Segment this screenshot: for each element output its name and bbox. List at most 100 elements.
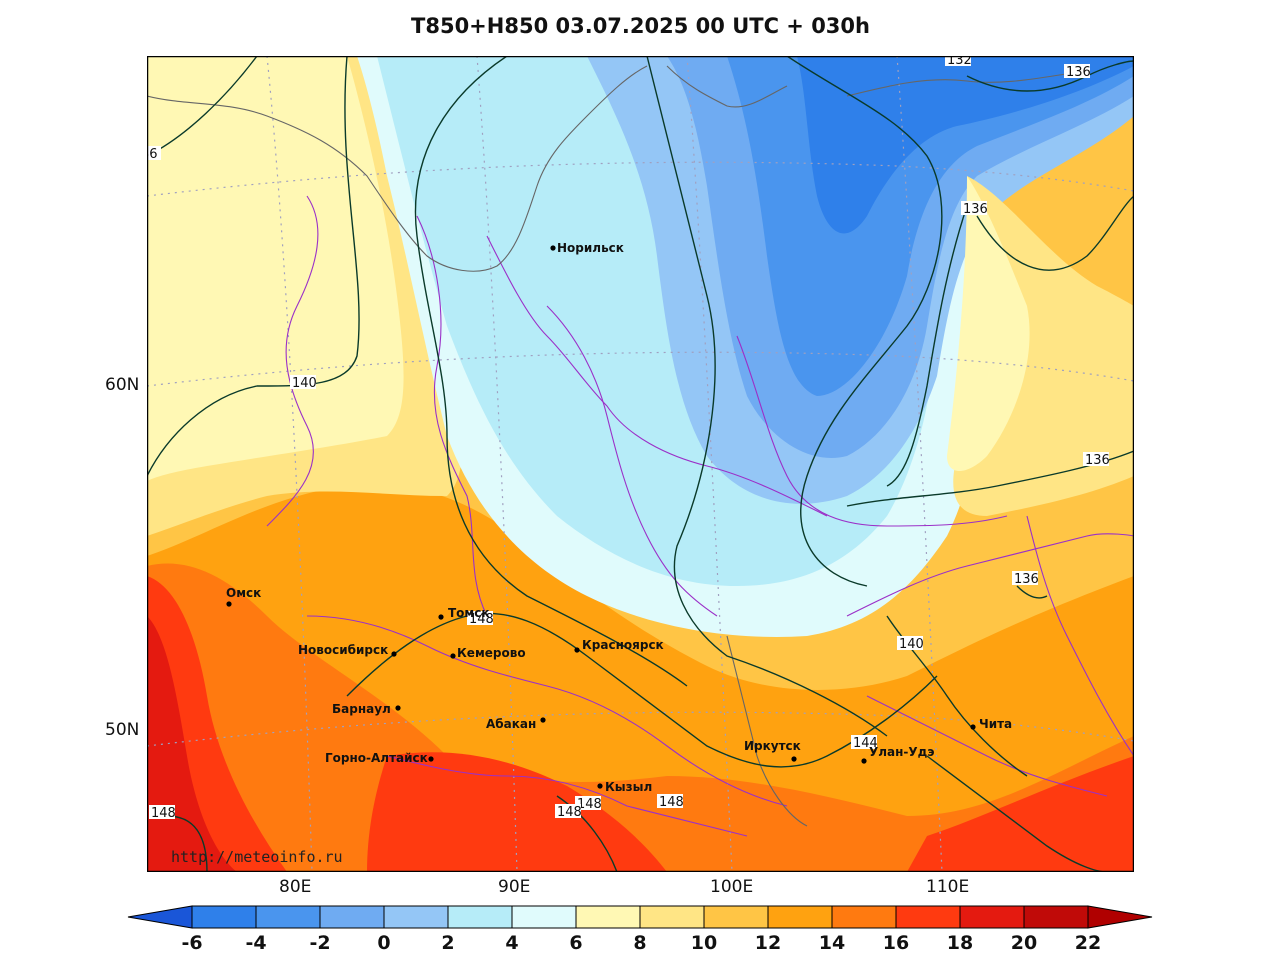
svg-text:136: 136 [1085, 453, 1110, 468]
colorbar-box [895, 905, 961, 929]
colorbar-tick-label: 2 [441, 932, 454, 954]
contour-label: 148 [575, 796, 602, 812]
contour-label: 140 [290, 375, 317, 391]
colorbar-tick-label: 20 [1011, 932, 1037, 954]
svg-text:148: 148 [151, 806, 176, 821]
city-ulan-ude: Улан-Удэ [861, 745, 934, 764]
contour-label: 136 [1012, 571, 1039, 587]
colorbar-tick-label: -2 [309, 932, 330, 954]
colorbar-tick-label: 0 [377, 932, 390, 954]
city-barnaul: Барнаул [332, 702, 401, 716]
contour-label: 148 [467, 611, 494, 627]
svg-text:Абакан: Абакан [486, 717, 536, 731]
svg-text:Горно-Алтайск: Горно-Алтайск [325, 751, 428, 765]
colorbar-tick-label: -6 [181, 932, 202, 954]
lon-label-90e: 90E [498, 877, 531, 897]
svg-text:36: 36 [147, 147, 158, 162]
colorbar-tick-label: 16 [883, 932, 909, 954]
svg-text:Улан-Удэ: Улан-Удэ [869, 745, 934, 759]
map-title: T850+H850 03.07.2025 00 UTC + 030h [411, 14, 870, 38]
colorbar-ticks: -6 -4 -2 0 2 4 6 8 10 12 14 16 18 20 22 [181, 932, 1101, 954]
svg-text:Иркутск: Иркутск [744, 739, 801, 753]
svg-text:Норильск: Норильск [557, 241, 624, 255]
colorbar-boxes [127, 905, 1153, 929]
city-abakan: Абакан [486, 717, 546, 731]
svg-text:148: 148 [659, 795, 684, 810]
contour-label: 148 [555, 804, 582, 820]
city-omsk: Омск [226, 586, 261, 607]
temp-band-10-12-west [147, 56, 404, 481]
svg-text:132: 132 [947, 56, 972, 68]
cities: Норильск Омск Томск Новосибирск Кемерово… [226, 241, 1012, 794]
contour-label: 136 [961, 201, 988, 217]
colorbar-box [1023, 905, 1089, 929]
map-canvas: 132 136 136 136 136 140 140 144 148 148 … [147, 56, 1134, 872]
colorbar-high-arrow [1087, 905, 1153, 929]
lat-label-60n: 60N [105, 375, 140, 395]
colorbar-box [639, 905, 705, 929]
temp-band-18-20-east [907, 756, 1134, 872]
colorbar-box [191, 905, 257, 929]
colorbar-tick-label: 10 [691, 932, 717, 954]
city-kyzyl: Кызыл [597, 780, 652, 794]
svg-text:Барнаул: Барнаул [332, 702, 391, 716]
svg-text:Красноярск: Красноярск [582, 638, 664, 652]
svg-text:Омск: Омск [226, 586, 261, 600]
colorbar-box [575, 905, 641, 929]
svg-text:Новосибирск: Новосибирск [298, 643, 388, 657]
city-irkutsk: Иркутск [744, 739, 801, 762]
city-kemerovo: Кемерово [450, 646, 526, 660]
colorbar-tick-label: 22 [1075, 932, 1101, 954]
colorbar-box [255, 905, 321, 929]
city-tomsk: Томск [438, 606, 490, 620]
svg-text:136: 136 [1014, 572, 1039, 587]
colorbar-box [511, 905, 577, 929]
svg-text:148: 148 [469, 612, 494, 627]
colorbar: -6 -4 -2 0 2 4 6 8 10 12 14 16 18 20 22 [127, 905, 1153, 954]
svg-text:Кемерово: Кемерово [457, 646, 526, 660]
svg-text:144: 144 [853, 736, 878, 751]
colorbar-box [703, 905, 769, 929]
colorbar-low-arrow [127, 905, 193, 929]
temp-band-minus2-0 [797, 56, 1134, 234]
lon-label-100e: 100E [710, 877, 754, 897]
map-frame [147, 56, 1134, 872]
contour-label: 136 [1064, 64, 1091, 80]
forecast-map: 132 136 136 136 136 140 140 144 148 148 … [147, 56, 1134, 872]
city-chita: Чита [970, 717, 1012, 731]
height-contours [147, 56, 1134, 872]
contour-label: 36 [147, 146, 161, 162]
svg-text:136: 136 [963, 202, 988, 217]
lon-label-110e: 110E [926, 877, 970, 897]
colorbar-tick-label: 6 [569, 932, 582, 954]
colorbar-tick-label: 8 [633, 932, 646, 954]
svg-text:140: 140 [899, 637, 924, 652]
svg-text:Кызыл: Кызыл [605, 780, 652, 794]
city-krasnoyarsk: Красноярск [574, 638, 664, 653]
svg-text:148: 148 [557, 805, 582, 820]
lat-label-50n: 50N [105, 720, 140, 740]
contour-label: 140 [897, 636, 924, 652]
temp-band-18-20-south [367, 752, 667, 872]
svg-text:148: 148 [577, 797, 602, 812]
contour-label: 148 [657, 794, 684, 810]
colorbar-box [447, 905, 513, 929]
source-url: http://meteoinfo.ru [171, 848, 343, 866]
temp-band-10-12-east [947, 176, 1030, 471]
contour-label: 132 [945, 56, 972, 68]
lon-label-80e: 80E [279, 877, 312, 897]
svg-text:Томск: Томск [448, 606, 490, 620]
city-gorno-altaysk: Горно-Алтайск [325, 751, 434, 765]
colorbar-tick-label: 18 [947, 932, 973, 954]
svg-text:136: 136 [1066, 65, 1091, 80]
colorbar-box [767, 905, 833, 929]
svg-text:Чита: Чита [979, 717, 1012, 731]
city-novosibirsk: Новосибирск [298, 643, 397, 657]
city-norilsk: Норильск [550, 241, 624, 255]
colorbar-box [319, 905, 385, 929]
colorbar-box [383, 905, 449, 929]
colorbar-tick-label: 14 [819, 932, 845, 954]
colorbar-box [831, 905, 897, 929]
contour-label: 148 [149, 805, 176, 821]
colorbar-tick-label: 4 [505, 932, 518, 954]
